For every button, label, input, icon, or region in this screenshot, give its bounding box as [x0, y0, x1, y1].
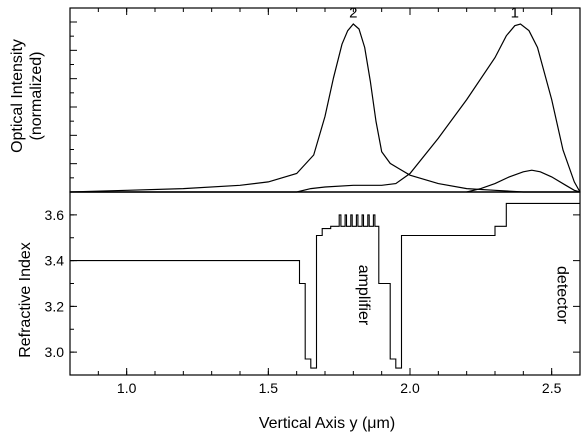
- x-tick-label: 2.0: [400, 380, 420, 396]
- curve-label-1: 1: [511, 4, 519, 21]
- refractive-index-panel: 3.0 3.2 3.4 3.6 1.0 1.5 2.0 2.5 amplifier detecto…: [45, 191, 581, 396]
- intensity-curve-1: [69, 23, 580, 193]
- x-axis-label: Vertical Axis y (μm): [259, 415, 395, 432]
- amplifier-label: amplifier: [355, 265, 372, 326]
- detector-label: detector: [553, 266, 570, 324]
- x-tick-label: 2.5: [542, 380, 562, 396]
- intensity-curve-3: [466, 169, 581, 193]
- index-frame: [69, 191, 581, 376]
- x-tick-label: 1.0: [117, 380, 137, 396]
- intensity-frame: [69, 7, 581, 193]
- index-profile-line: [70, 202, 580, 369]
- index-y-tick-label: 3.2: [45, 298, 65, 314]
- index-y-tick-label: 3.4: [45, 253, 65, 269]
- index-y-tick-label: 3.6: [45, 207, 65, 223]
- refractive-index-axis-label: Refractive Index: [17, 242, 34, 358]
- x-tick-label: 1.5: [259, 380, 279, 396]
- index-y-tick-label: 3.0: [45, 344, 65, 360]
- intensity-curve-2: [70, 23, 581, 193]
- intensity-axis-label-unit: (normalized): [28, 52, 45, 141]
- intensity-axis-label: Optical Intensity: [9, 39, 26, 153]
- curve-label-2: 2: [349, 4, 357, 21]
